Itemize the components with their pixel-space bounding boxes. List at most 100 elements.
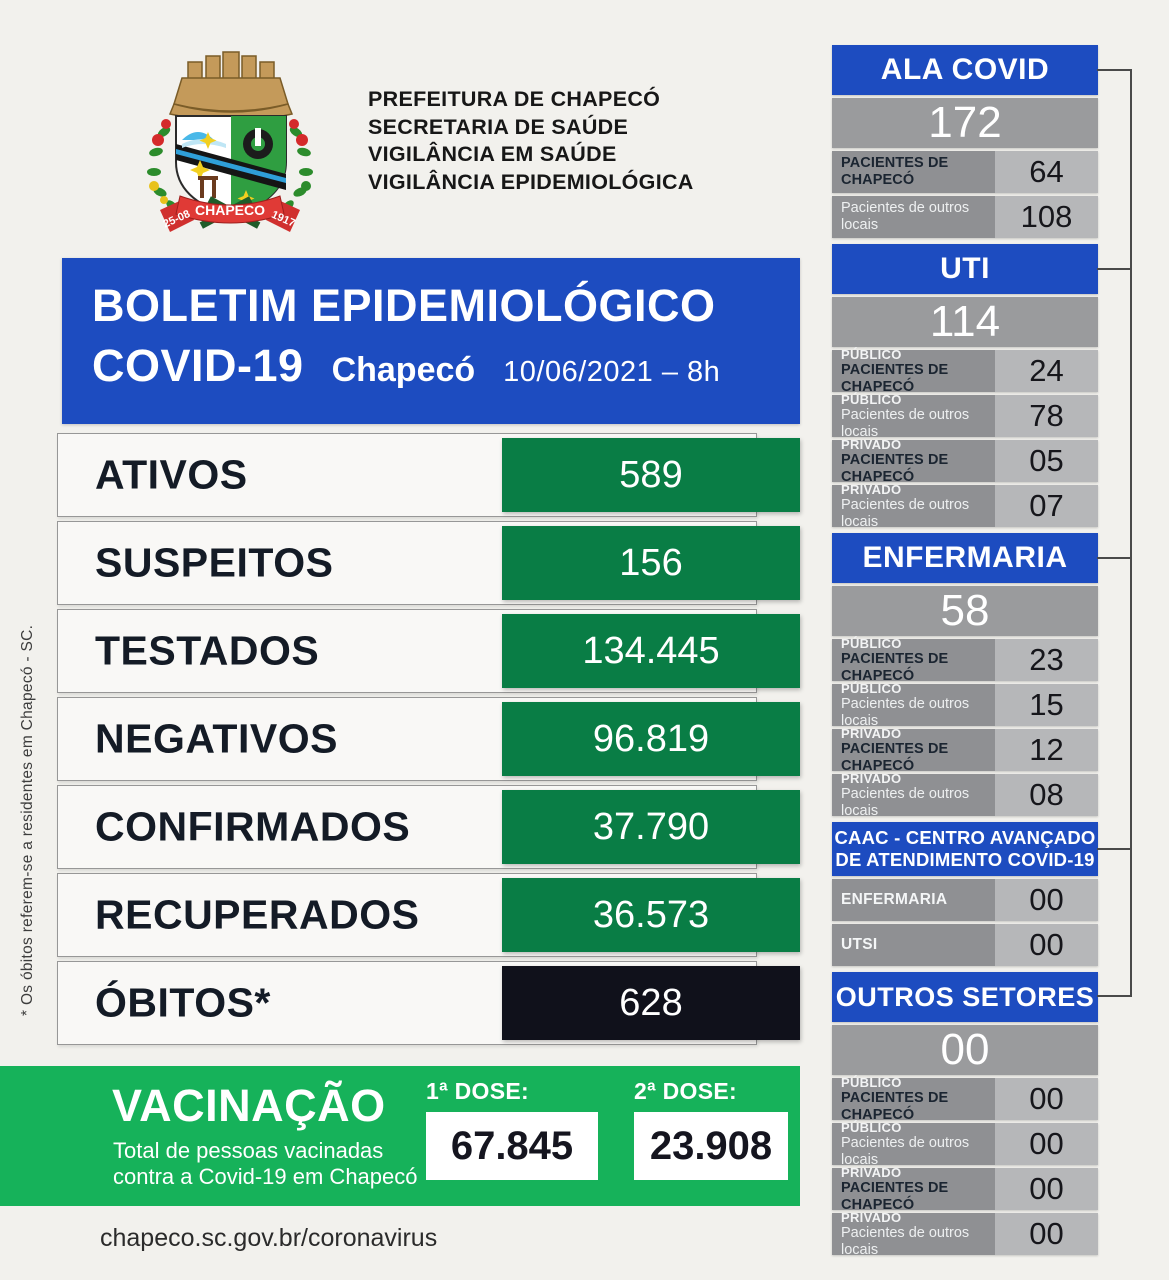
row-label-text: Pacientes de outros locais (841, 785, 970, 819)
section-row: ENFERMARIA 00 (832, 879, 1098, 921)
row-value: 07 (995, 485, 1098, 527)
org-line-3: VIGILÂNCIA EM SAÚDE (368, 142, 617, 166)
row-label-text: PACIENTES DE CHAPECÓ (841, 650, 949, 684)
section-total: 58 (832, 586, 1098, 636)
hospital-section-4: CAAC - CENTRO AVANÇADO DE ATENDIMENTO COV… (832, 822, 1098, 966)
row-label: PRIVADO PACIENTES DE CHAPECÓ (832, 1165, 995, 1213)
row-label-text: Pacientes de outros locais (841, 496, 970, 530)
dose1-label: 1ª DOSE: (426, 1078, 529, 1104)
stat-label: CONFIRMADOS (95, 803, 411, 850)
chapeco-coat-of-arms-icon: CHAPECO 25-08 1917 (147, 51, 313, 232)
section-title: ENFERMARIA (832, 533, 1098, 583)
row-label: PÚBLICO Pacientes de outros locais (832, 680, 995, 729)
row-value: 00 (995, 1168, 1098, 1210)
section-title-line2: DE ATENDIMENTO COVID-19 (835, 849, 1095, 870)
stat-row-6: RECUPERADOS 36.573 (57, 873, 800, 957)
org-line-1: PREFEITURA DE CHAPECÓ (368, 87, 661, 111)
row-label: PÚBLICO PACIENTES DE CHAPECÓ (832, 346, 995, 395)
deaths-footnote: * Os óbitos referem-se a residentes em C… (19, 624, 36, 1016)
row-value: 00 (995, 1213, 1098, 1255)
stat-row-4: NEGATIVOS 96.819 (57, 697, 800, 781)
stats-list: ATIVOS 589 SUSPEITOS 156 TESTADOS 134.445 NEGA… (57, 433, 800, 1049)
row-label: PRIVADO Pacientes de outros locais (832, 770, 995, 819)
row-label: Pacientes de outros locais (832, 196, 995, 238)
stat-row-2: SUSPEITOS 156 (57, 521, 800, 605)
stat-row-1: ATIVOS 589 (57, 433, 800, 517)
row-value: 108 (995, 196, 1098, 238)
connector-stub-ala-covid (1097, 69, 1131, 71)
row-label-text: PACIENTES DE CHAPECÓ (841, 361, 949, 395)
section-row: PÚBLICO PACIENTES DE CHAPECÓ 23 (832, 636, 1098, 684)
org-line-2: SECRETARIA DE SAÚDE (368, 114, 629, 139)
row-label-tag: PRIVADO (841, 436, 902, 452)
row-label-text: UTSI (841, 936, 878, 953)
row-label: PRIVADO Pacientes de outros locais (832, 1209, 995, 1258)
section-title-line1: ENFERMARIA (862, 541, 1068, 574)
section-title-line1: UTI (940, 252, 990, 285)
stat-label: NEGATIVOS (95, 715, 338, 762)
row-label-tag: PÚBLICO (841, 391, 902, 407)
row-label-tag: PRIVADO (841, 481, 902, 497)
stat-value: 36.573 (502, 878, 800, 952)
connector-stub-uti (1097, 268, 1131, 270)
stat-value: 156 (502, 526, 800, 600)
logo-banner-text: CHAPECO (195, 202, 265, 218)
row-value: 00 (995, 1078, 1098, 1120)
section-row: PÚBLICO PACIENTES DE CHAPECÓ 00 (832, 1074, 1098, 1123)
row-label-tag: PRIVADO (841, 1209, 902, 1225)
section-row: PRIVADO PACIENTES DE CHAPECÓ 12 (832, 726, 1098, 774)
section-total: 172 (832, 98, 1098, 148)
row-label-text: PACIENTES DE CHAPECÓ (841, 1089, 949, 1123)
section-title-line1: CAAC - CENTRO AVANÇADO (834, 827, 1096, 848)
vaccination-subtitle-line1: Total de pessoas vacinadas (113, 1138, 384, 1163)
row-label: PÚBLICO Pacientes de outros locais (832, 1119, 995, 1168)
row-label-tag: PÚBLICO (841, 680, 902, 696)
row-label-text: ENFERMARIA (841, 891, 948, 908)
row-label-tag: PÚBLICO (841, 346, 902, 362)
stat-label: SUSPEITOS (95, 539, 334, 586)
row-value: 12 (995, 729, 1098, 771)
section-row: PÚBLICO Pacientes de outros locais 00 (832, 1119, 1098, 1168)
section-row: PRIVADO Pacientes de outros locais 07 (832, 481, 1098, 530)
row-value: 78 (995, 395, 1098, 437)
section-row: PRIVADO PACIENTES DE CHAPECÓ 05 (832, 436, 1098, 485)
row-label-text: Pacientes de outros locais (841, 1224, 970, 1258)
dose1-value: 67.845 (426, 1112, 598, 1180)
row-label-tag: PÚBLICO (841, 1074, 902, 1090)
row-label-text: Pacientes de outros locais (841, 1134, 970, 1168)
hospital-column: ALA COVID 172 PACIENTES DE CHAPECÓ 64 Pacien… (832, 45, 1098, 1261)
section-row: PRIVADO Pacientes de outros locais 08 (832, 770, 1098, 819)
connector-stub-caac (1097, 848, 1131, 850)
org-line-4: VIGILÂNCIA EPIDEMIOLÓGICA (368, 169, 694, 194)
row-label-tag: PÚBLICO (841, 1119, 902, 1135)
hospital-section-3: ENFERMARIA 58 PÚBLICO PACIENTES DE CHAPECÓ 2… (832, 533, 1098, 819)
row-label-text: PACIENTES DE CHAPECÓ (841, 1179, 949, 1213)
stat-label: ATIVOS (95, 451, 248, 498)
row-value: 64 (995, 151, 1098, 193)
dose2-label: 2ª DOSE: (634, 1078, 737, 1104)
row-label-text: PACIENTES DE CHAPECÓ (841, 451, 949, 485)
row-value: 00 (995, 1123, 1098, 1165)
vaccination-panel: VACINAÇÃO Total de pessoas vacinadas con… (0, 1066, 800, 1206)
section-row: PÚBLICO PACIENTES DE CHAPECÓ 24 (832, 346, 1098, 395)
row-label-tag: PRIVADO (841, 770, 902, 786)
stat-value: 96.819 (502, 702, 800, 776)
row-label: PRIVADO PACIENTES DE CHAPECÓ (832, 436, 995, 485)
stat-label: ÓBITOS* (95, 979, 271, 1026)
section-row: PRIVADO Pacientes de outros locais 00 (832, 1209, 1098, 1258)
hospital-section-1: ALA COVID 172 PACIENTES DE CHAPECÓ 64 Pacien… (832, 45, 1098, 238)
row-label: UTSI (832, 924, 995, 966)
row-label: PÚBLICO PACIENTES DE CHAPECÓ (832, 636, 995, 684)
row-value: 15 (995, 684, 1098, 726)
section-title-line1: OUTROS SETORES (835, 981, 1095, 1012)
stat-row-7: ÓBITOS* 628 (57, 961, 800, 1045)
row-label-text: PACIENTES DE CHAPECÓ (841, 740, 949, 774)
row-value: 08 (995, 774, 1098, 816)
row-value: 00 (995, 879, 1098, 921)
section-title: CAAC - CENTRO AVANÇADO DE ATENDIMENTO COV… (832, 822, 1098, 876)
row-label: PÚBLICO Pacientes de outros locais (832, 391, 995, 440)
stat-label: RECUPERADOS (95, 891, 420, 938)
stat-value: 628 (502, 966, 800, 1040)
connector-vertical-line (1130, 69, 1132, 997)
